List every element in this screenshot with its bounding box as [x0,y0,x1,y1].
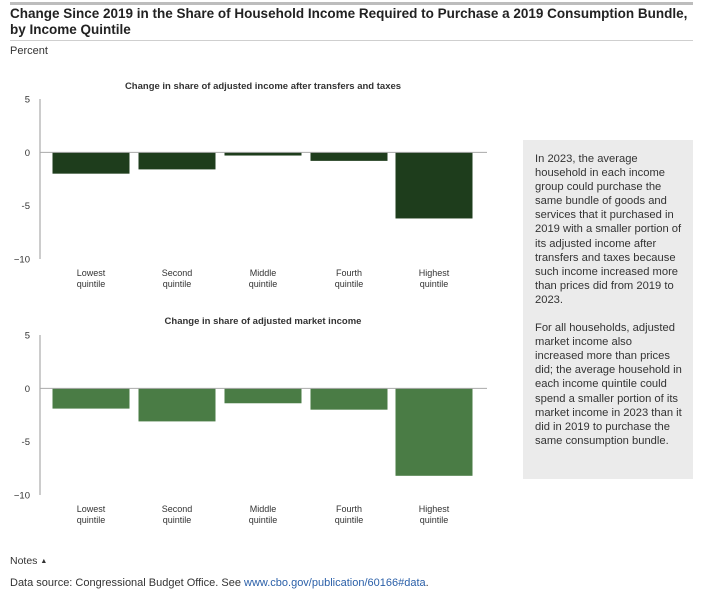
x-tick-label: quintile [249,515,278,525]
x-tick-label: Middle [250,268,277,278]
bar-middle [224,388,302,404]
x-tick-label: Second [162,268,193,278]
triangle-up-icon: ▲ [40,558,48,565]
bar-middle [224,152,302,156]
x-tick-label: quintile [163,515,192,525]
x-tick-label: quintile [335,279,364,289]
notes-label: Notes [10,555,38,567]
x-tick-label: Fourth [336,504,362,514]
x-tick-label: quintile [335,515,364,525]
y-tick-label: 0 [25,384,30,395]
bar-lowest [52,388,130,409]
bar-fourth [310,388,388,410]
annotation-box: In 2023, the average household in each i… [523,140,693,479]
x-tick-label: quintile [77,279,106,289]
notes-toggle[interactable]: Notes ▲ [10,555,47,567]
x-tick-label: Highest [419,504,450,514]
x-tick-label: Fourth [336,268,362,278]
bar-second [138,388,216,422]
bar-second [138,152,216,170]
top-rule [10,2,693,5]
x-tick-label: quintile [163,279,192,289]
y-tick-label: 5 [25,95,30,106]
annotation-paragraph-2: For all households, adjusted market inco… [535,322,682,447]
annotation-paragraph-1: In 2023, the average household in each i… [535,153,682,306]
figure-title: Change Since 2019 in the Share of Househ… [10,6,688,37]
x-tick-label: Middle [250,504,277,514]
chart-title: Change in share of adjusted income after… [125,81,401,92]
x-tick-label: Second [162,504,193,514]
bar-highest [395,388,473,476]
source-link[interactable]: www.cbo.gov/publication/60166#data [244,577,426,589]
bar-highest [395,152,473,219]
x-tick-label: Lowest [77,504,106,514]
x-tick-label: Highest [419,268,450,278]
source-prefix: Data source: Congressional Budget Office… [10,577,244,589]
y-tick-label: -5 [22,437,30,448]
units-label: Percent [10,45,48,57]
bar-fourth [310,152,388,161]
data-source: Data source: Congressional Budget Office… [10,577,429,589]
y-tick-label: −10 [14,255,30,266]
y-tick-label: -5 [22,201,30,212]
y-tick-label: 5 [25,331,30,342]
x-tick-label: quintile [420,515,449,525]
x-tick-label: quintile [249,279,278,289]
bar-lowest [52,152,130,174]
x-tick-label: quintile [420,279,449,289]
x-tick-label: Lowest [77,268,106,278]
source-suffix: . [425,577,429,589]
chart-title: Change in share of adjusted market incom… [165,316,362,327]
x-tick-label: quintile [77,515,106,525]
y-tick-label: −10 [14,491,30,502]
y-tick-label: 0 [25,148,30,159]
title-divider [10,40,693,41]
